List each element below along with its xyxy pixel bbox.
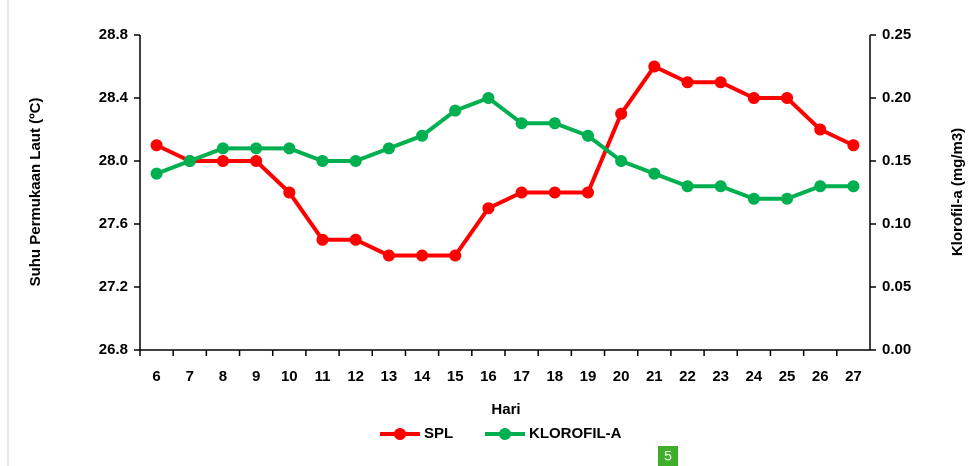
series-marker [349, 233, 362, 246]
x-tick-label: 20 [613, 368, 630, 385]
y-axis-label: Suhu Permukaan Laut (ºC) [27, 98, 44, 287]
legend-label: SPL [424, 425, 453, 442]
series-marker [449, 104, 462, 117]
series-marker [847, 180, 860, 193]
series-marker [316, 155, 329, 167]
series-marker [714, 76, 727, 89]
series-marker [615, 155, 628, 167]
series-line [155, 63, 855, 258]
x-tick-label: 26 [812, 368, 829, 385]
x-tick-label: 27 [845, 368, 862, 385]
series-marker [250, 142, 263, 155]
x-tick-label: 13 [381, 368, 398, 385]
x-tick-label: 24 [746, 368, 763, 385]
series-marker [747, 92, 760, 104]
series-marker [515, 117, 528, 130]
y2-tick-label: 0.20 [882, 89, 911, 106]
x-tick-label: 8 [219, 368, 227, 385]
x-tick-label: 6 [152, 368, 160, 385]
series-marker [482, 92, 495, 104]
series-marker [283, 142, 296, 155]
series-marker [581, 129, 594, 142]
series-marker [581, 186, 594, 199]
series-marker [681, 76, 694, 89]
y-tick-label: 28.0 [99, 152, 128, 169]
x-tick-label: 14 [414, 368, 431, 385]
x-tick-label: 19 [580, 368, 597, 385]
series-marker [416, 129, 429, 142]
series-marker [416, 249, 429, 262]
series-marker [747, 192, 760, 205]
series-marker [814, 123, 827, 136]
y-tick-label: 27.2 [99, 278, 128, 295]
y2-tick-label: 0.00 [882, 341, 911, 358]
x-tick-label: 23 [712, 368, 729, 385]
series-marker [714, 180, 727, 193]
series-marker [781, 92, 794, 104]
x-tick-label: 9 [252, 368, 260, 385]
series-marker [515, 186, 528, 199]
x-tick-label: 25 [779, 368, 796, 385]
series-line [155, 95, 854, 201]
legend-marker [499, 428, 511, 440]
x-tick-label: 16 [480, 368, 497, 385]
y2-tick-label: 0.05 [882, 278, 911, 295]
series-marker [216, 155, 229, 167]
x-tick-label: 10 [281, 368, 298, 385]
series-marker [216, 142, 229, 155]
page-badge-text: 5 [664, 448, 672, 464]
series-marker [382, 249, 395, 262]
x-tick-label: 15 [447, 368, 464, 385]
y-tick-label: 27.6 [99, 215, 128, 232]
series-marker [648, 167, 661, 180]
series-marker [316, 233, 329, 246]
legend-label: KLOROFIL-A [529, 425, 622, 442]
x-tick-label: 12 [347, 368, 364, 385]
series-marker [150, 139, 163, 152]
series-marker [847, 139, 860, 152]
x-tick-label: 11 [315, 368, 331, 385]
legend-marker [394, 428, 406, 440]
y2-tick-label: 0.10 [882, 215, 911, 232]
x-tick-label: 17 [513, 368, 530, 385]
series-marker [482, 202, 495, 215]
series-marker [349, 155, 362, 167]
series-marker [548, 117, 561, 130]
y-tick-label: 28.8 [99, 26, 128, 43]
x-tick-label: 21 [646, 368, 663, 385]
x-axis-label: Hari [491, 401, 520, 418]
series-marker [615, 107, 628, 120]
y2-tick-label: 0.15 [882, 152, 911, 169]
y-tick-label: 26.8 [99, 341, 128, 358]
series-marker [283, 186, 296, 199]
y2-tick-label: 0.25 [882, 26, 911, 43]
x-tick-label: 22 [679, 368, 696, 385]
series-marker [648, 60, 661, 73]
x-tick-label: 18 [546, 368, 563, 385]
series-marker [548, 186, 561, 199]
y2-axis-label: Klorofil-a (mg/m3) [949, 128, 966, 256]
series-marker [681, 180, 694, 193]
series-marker [382, 142, 395, 155]
series-marker [250, 155, 263, 167]
series-marker [183, 155, 196, 167]
series-marker [150, 167, 163, 180]
series-marker [781, 192, 794, 205]
series-marker [814, 180, 827, 193]
page-badge [658, 446, 678, 466]
y-tick-label: 28.4 [99, 89, 129, 106]
x-tick-label: 7 [186, 368, 194, 385]
series-marker [449, 249, 462, 262]
